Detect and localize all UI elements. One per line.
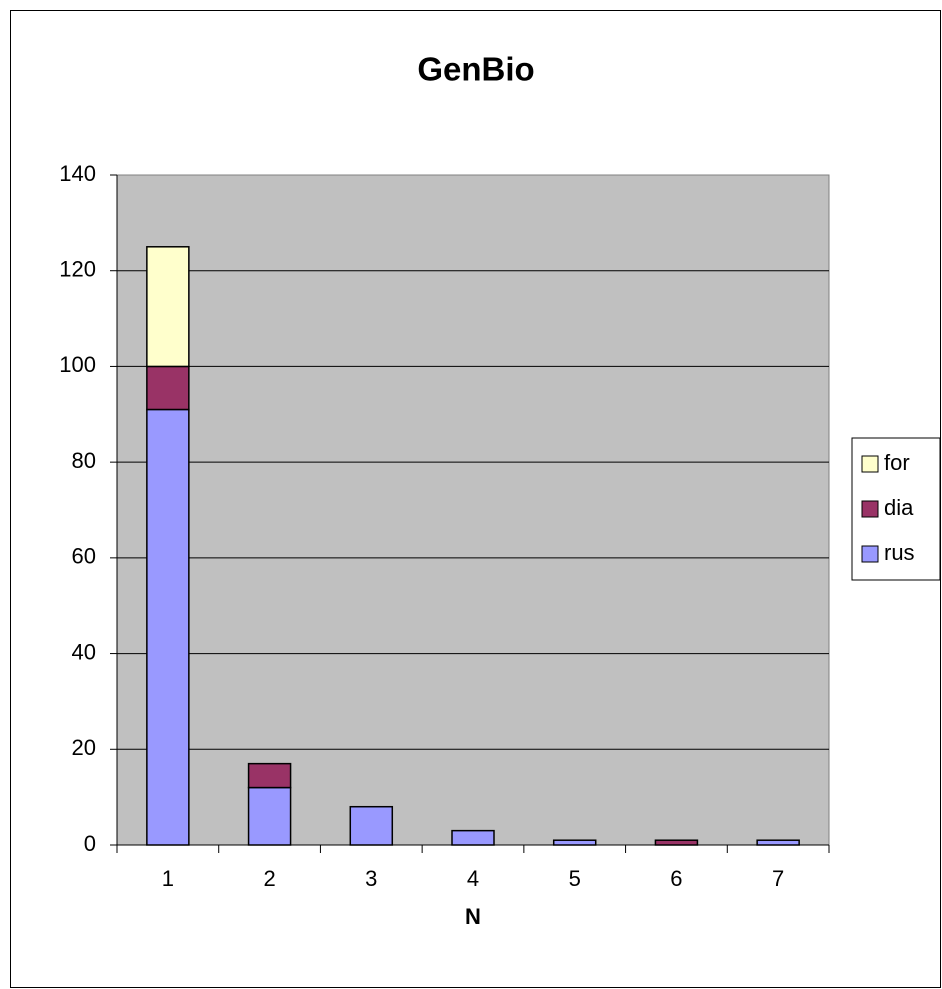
x-tick-label: 1 <box>162 866 174 891</box>
y-tick-label: 100 <box>59 352 96 377</box>
bar-segment <box>349 805 394 846</box>
x-tick-label: 2 <box>263 866 275 891</box>
x-axis-label: N <box>465 904 481 929</box>
x-tick-label: 5 <box>569 866 581 891</box>
bar-segment <box>654 839 699 846</box>
y-tick-label: 40 <box>72 639 96 664</box>
x-tick-label: 4 <box>467 866 479 891</box>
y-tick-label: 20 <box>72 735 96 760</box>
legend-swatch <box>861 455 879 473</box>
y-tick-label: 60 <box>72 544 96 569</box>
legend-swatch <box>861 545 879 563</box>
bar-segment <box>247 786 292 846</box>
x-tick-label: 7 <box>772 866 784 891</box>
legend-swatch <box>861 500 879 518</box>
x-tick-label: 3 <box>365 866 377 891</box>
bar-segment <box>146 408 190 846</box>
bar-segment <box>451 829 495 846</box>
legend-label: dia <box>884 495 914 520</box>
y-tick-label: 0 <box>84 831 96 856</box>
x-tick-label: 6 <box>670 866 682 891</box>
chart-title: GenBio <box>417 51 534 88</box>
bar-segment <box>146 365 190 411</box>
y-tick-label: 80 <box>72 448 96 473</box>
legend-label: for <box>884 450 910 475</box>
y-tick-label: 140 <box>59 161 96 186</box>
bar-segment <box>552 839 597 846</box>
legend-label: rus <box>884 540 915 565</box>
plot-area <box>116 174 830 846</box>
bar-segment <box>756 839 800 846</box>
y-tick-label: 120 <box>59 257 96 282</box>
bar-segment <box>247 762 292 789</box>
bar-segment <box>146 246 190 368</box>
